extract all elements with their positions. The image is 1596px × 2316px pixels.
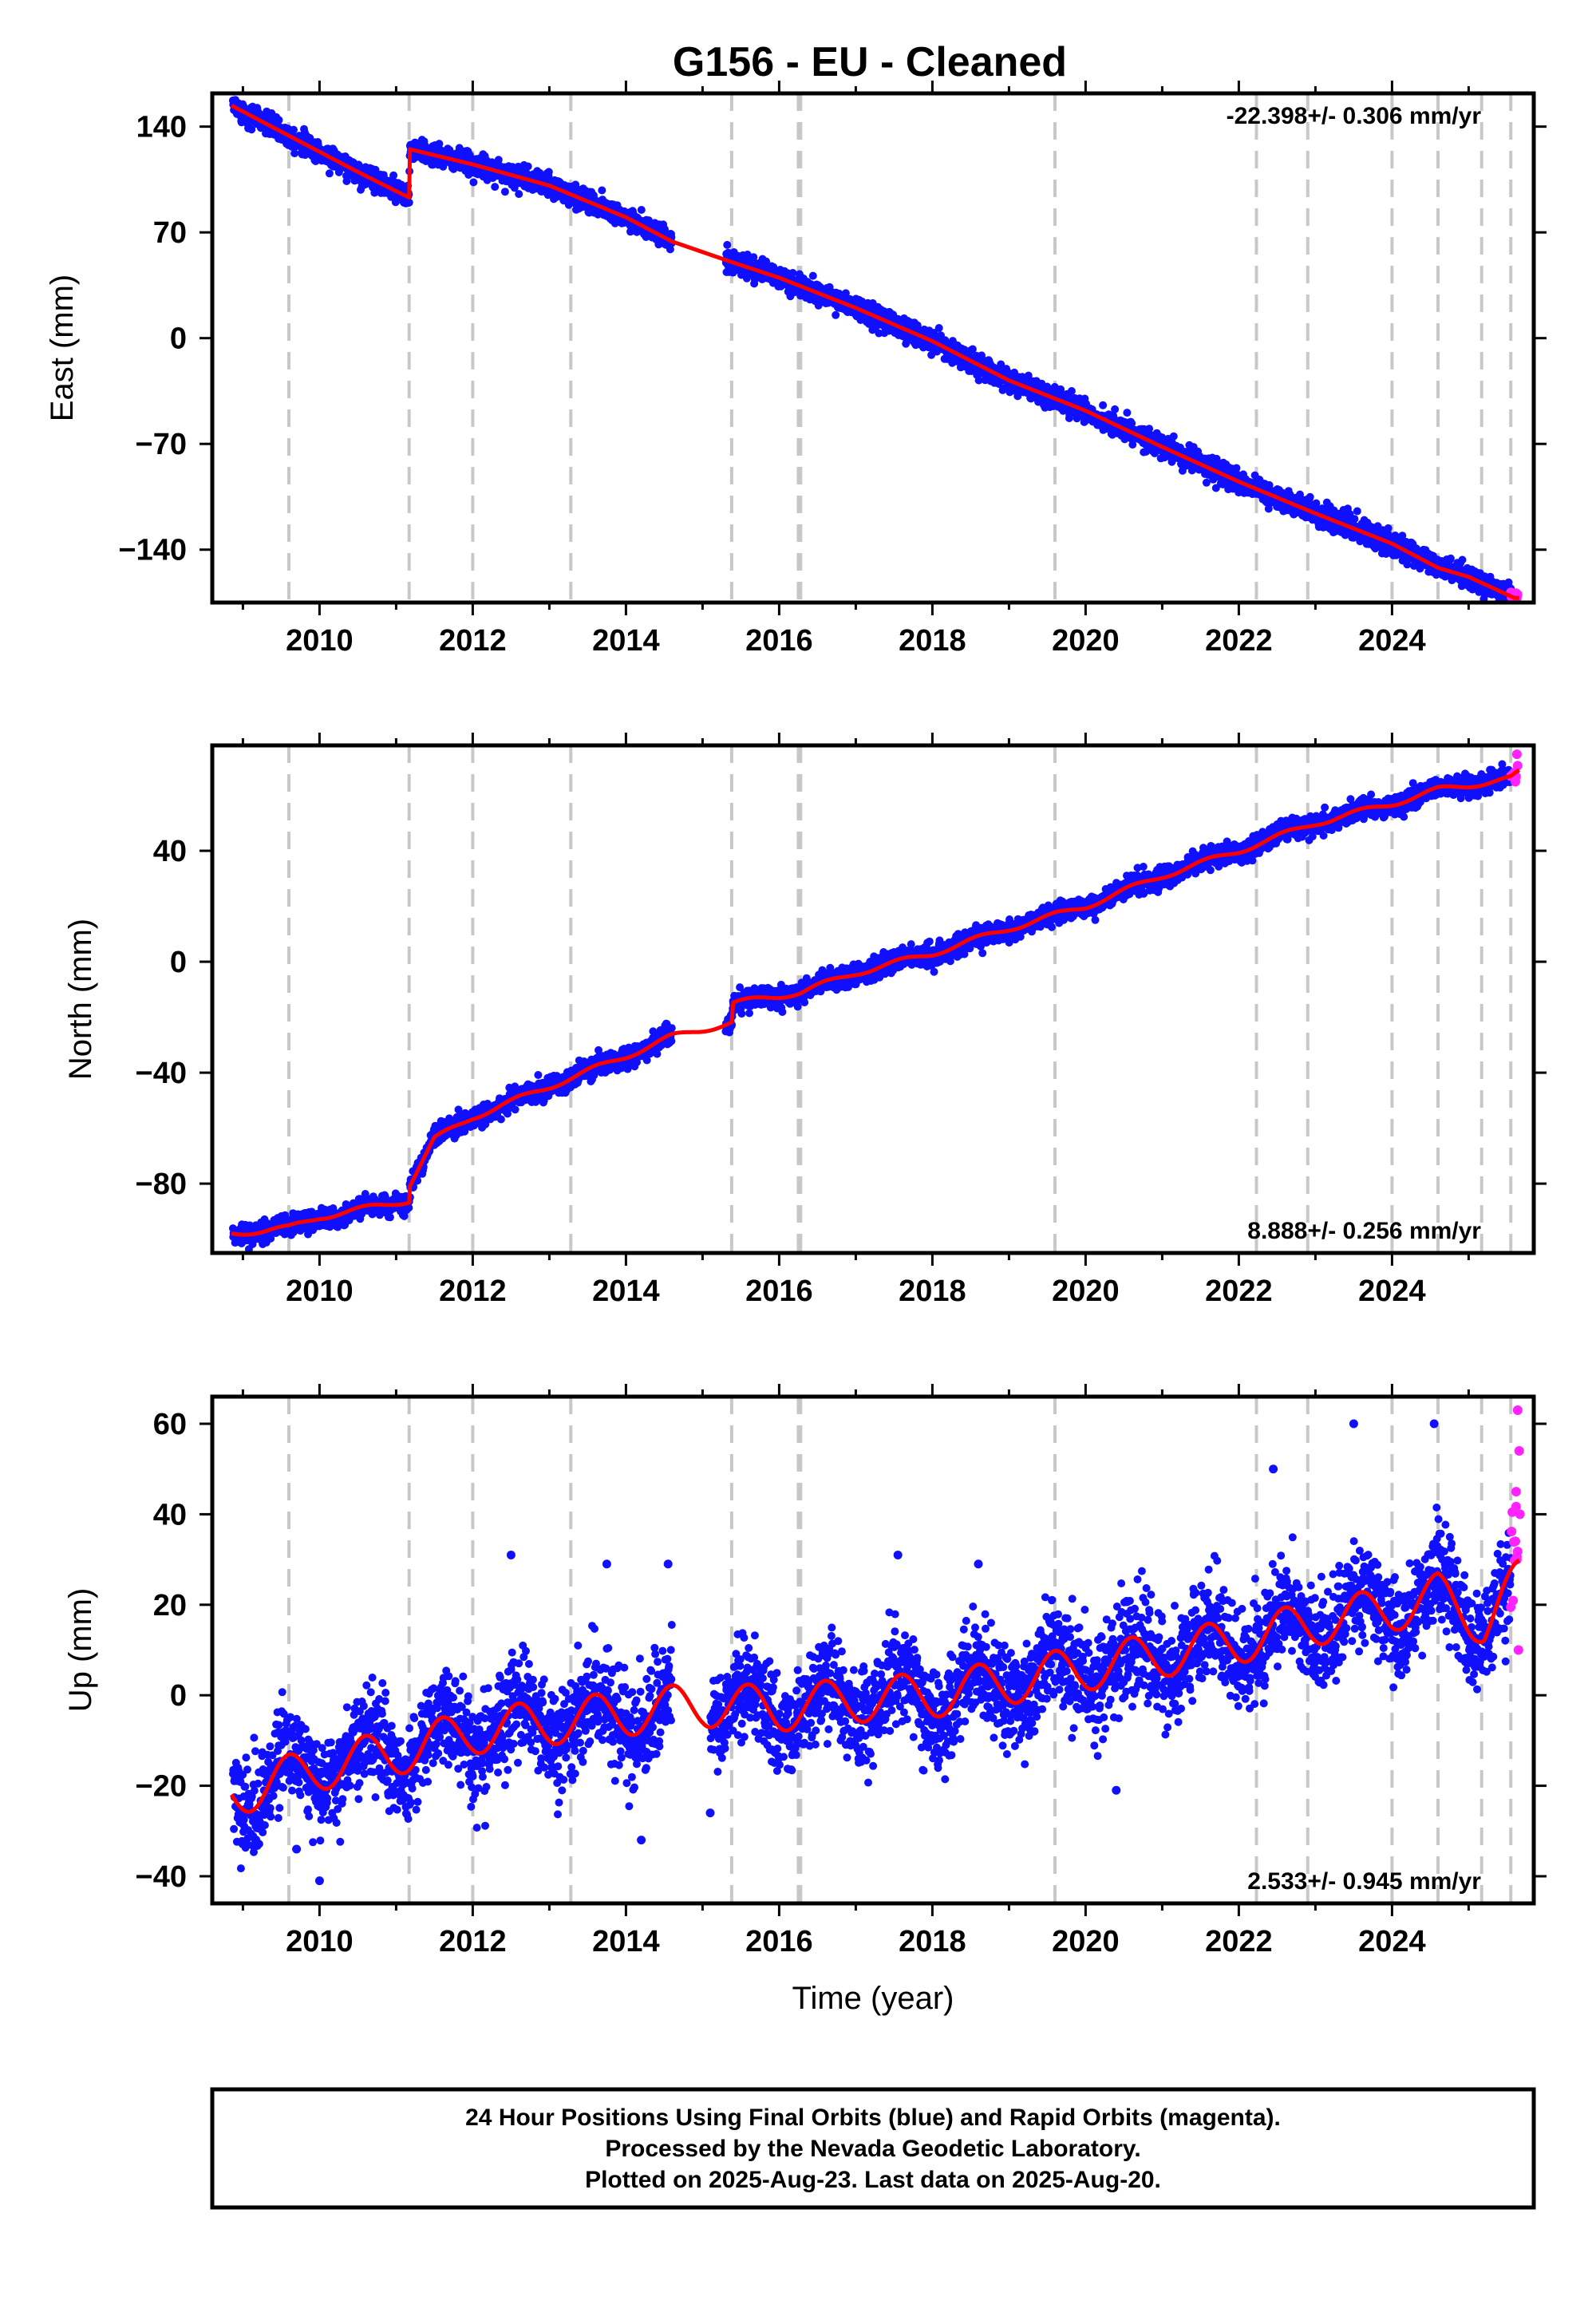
final-orbit-point <box>1169 432 1178 441</box>
final-orbit-point <box>1446 554 1455 563</box>
final-orbit-point <box>389 171 398 180</box>
final-orbit-point <box>913 321 922 330</box>
final-orbit-point <box>762 257 771 266</box>
final-orbits-series <box>228 760 1515 1253</box>
final-orbit-point <box>1111 405 1120 413</box>
y-tick-label: −140 <box>118 534 187 567</box>
north-panel: 2010 2012 2014 2016 2018 2020 2022 2024400−40−8… <box>63 733 1547 1308</box>
x-tick-label: 2020 <box>1052 624 1120 658</box>
final-orbit-point <box>1142 447 1151 456</box>
final-orbit-point <box>743 251 752 259</box>
final-orbit-point <box>325 169 334 178</box>
final-orbit-point <box>1384 524 1393 532</box>
final-orbit-point <box>723 240 732 249</box>
final-orbit-point <box>1350 515 1359 524</box>
final-orbit-point <box>523 162 532 171</box>
final-orbit-point <box>841 289 850 298</box>
y-tick-label: 0 <box>170 322 187 356</box>
x-tick-label: 2018 <box>899 624 966 658</box>
final-orbit-point <box>788 269 797 277</box>
x-tick-label: 2016 <box>745 624 813 658</box>
east-panel: 2010 2012 2014 2016 2018 2020 2022 2024 140 70 0 −7… <box>45 81 1547 658</box>
final-orbit-point <box>808 271 817 280</box>
final-orbit-point <box>974 376 983 385</box>
final-orbit-point <box>1057 385 1065 393</box>
final-orbit-point <box>832 310 840 319</box>
final-orbit-point <box>1145 425 1154 433</box>
final-orbit-point <box>290 125 298 134</box>
final-orbit-point <box>1306 492 1314 501</box>
x-tick-label: 2024 <box>1358 624 1426 658</box>
final-orbit-point <box>1202 478 1211 487</box>
final-orbit-point <box>275 116 283 124</box>
final-orbits-series <box>228 93 1515 603</box>
final-orbit-point <box>1099 401 1108 409</box>
final-orbit-point <box>1211 484 1220 492</box>
final-orbit-point <box>1458 555 1467 564</box>
final-orbit-point <box>385 1213 394 1222</box>
y-axis-label: East (mm) <box>45 275 80 421</box>
final-orbit-point <box>500 188 509 196</box>
final-orbit-point <box>435 140 444 148</box>
final-orbit-point <box>544 168 553 176</box>
final-orbit-point <box>598 186 606 195</box>
final-orbit-point <box>968 345 977 354</box>
final-orbit-point <box>491 183 500 192</box>
final-orbit-point <box>1265 480 1274 489</box>
x-tick-label: 2012 <box>439 624 507 658</box>
x-tick-label: 2022 <box>1205 624 1273 658</box>
final-orbit-point <box>515 190 523 199</box>
final-orbit-point <box>997 360 1005 369</box>
y-tick-label: 70 <box>153 216 187 250</box>
final-orbit-point <box>290 149 299 158</box>
y-tick-label: 140 <box>136 111 187 144</box>
final-orbit-point <box>494 156 503 164</box>
final-orbit-point <box>510 184 519 192</box>
final-orbit-point <box>1067 387 1076 395</box>
final-orbit-point <box>1013 392 1022 401</box>
final-orbit-point <box>934 324 943 332</box>
final-orbit-point <box>405 198 413 207</box>
final-orbit-point <box>749 253 758 262</box>
final-orbit-point <box>1123 409 1132 417</box>
final-orbit-point <box>469 178 478 187</box>
final-orbit-point <box>247 125 256 134</box>
final-orbit-point <box>666 245 674 254</box>
final-orbit-point <box>637 206 646 214</box>
final-orbit-point <box>1353 507 1361 516</box>
chart-title: G156 - EU - Cleaned <box>673 39 1067 85</box>
final-orbit-point <box>496 1115 505 1124</box>
rate-label: -22.398+/- 0.306 mm/yr <box>1227 103 1482 129</box>
final-orbit-point <box>1232 464 1241 472</box>
final-orbit-point <box>1128 441 1137 449</box>
final-orbit-point <box>1312 499 1321 508</box>
y-tick-label: −70 <box>136 428 187 461</box>
x-tick-label: 2010 <box>286 624 354 658</box>
x-tick-label: 2014 <box>592 624 660 658</box>
